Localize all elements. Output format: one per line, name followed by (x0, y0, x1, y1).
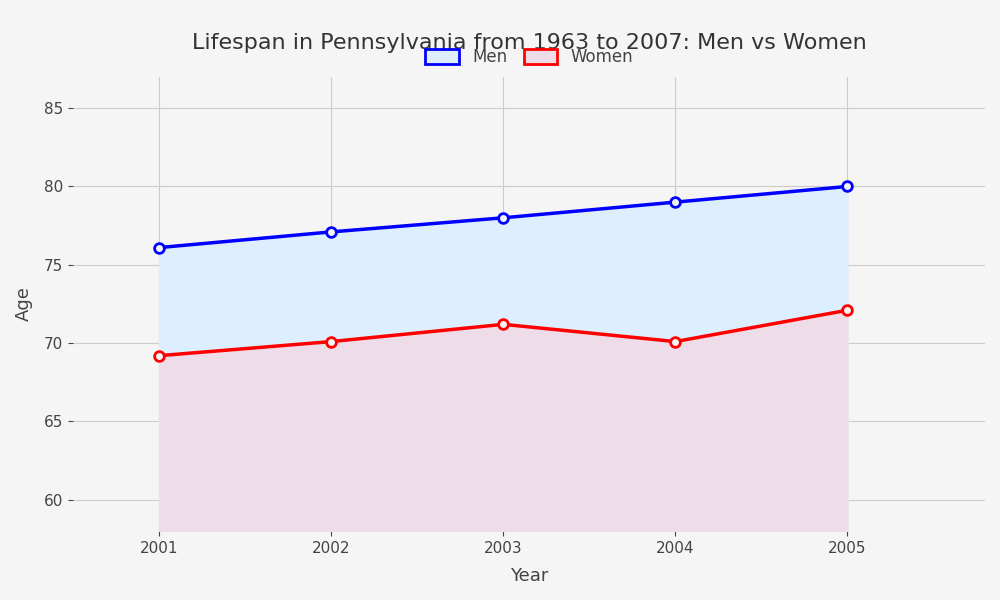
Legend: Men, Women: Men, Women (417, 40, 641, 74)
X-axis label: Year: Year (510, 567, 548, 585)
Y-axis label: Age: Age (15, 287, 33, 322)
Title: Lifespan in Pennsylvania from 1963 to 2007: Men vs Women: Lifespan in Pennsylvania from 1963 to 20… (192, 33, 866, 53)
